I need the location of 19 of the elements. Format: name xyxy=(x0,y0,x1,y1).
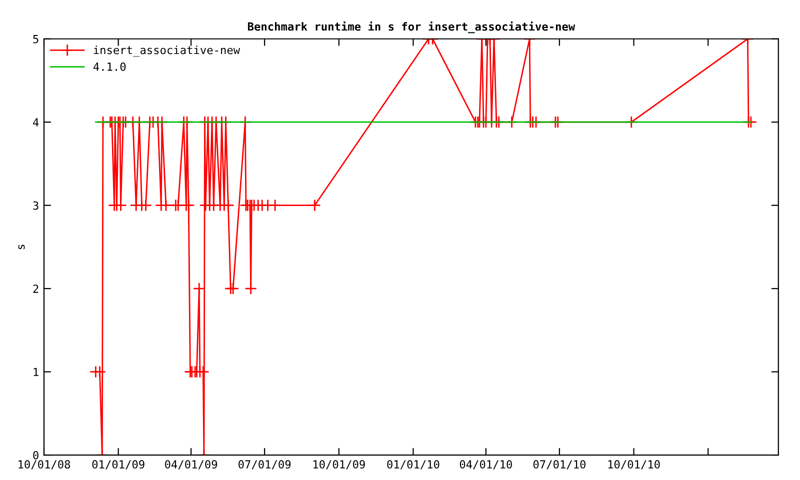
y-tick-label: 3 xyxy=(33,201,38,210)
y-tick-label: 2 xyxy=(33,284,38,293)
x-tick-label: 10/01/10 xyxy=(608,460,660,470)
x-tick-label: 04/01/10 xyxy=(460,460,512,470)
legend-label: insert_associative-new xyxy=(94,46,240,57)
x-tick-label: 01/01/10 xyxy=(387,460,440,470)
y-tick-label: 0 xyxy=(33,451,38,460)
x-tick-label: 10/01/08 xyxy=(18,460,70,470)
x-tick-label: 04/01/09 xyxy=(165,460,218,470)
x-tick-label: 01/01/09 xyxy=(92,460,144,470)
legend-label: 4.1.0 xyxy=(93,62,126,71)
chart-title: Benchmark runtime in s for insert_associative-new xyxy=(248,22,576,34)
y-tick-label: 5 xyxy=(33,35,38,44)
y-axis-title: s xyxy=(18,244,25,250)
x-tick-label: 07/01/09 xyxy=(238,460,291,470)
x-tick-label: 10/01/09 xyxy=(313,460,365,470)
y-tick-label: 1 xyxy=(34,368,38,376)
x-tick-label: 07/01/10 xyxy=(533,460,586,470)
y-tick-label: 4 xyxy=(33,118,39,126)
